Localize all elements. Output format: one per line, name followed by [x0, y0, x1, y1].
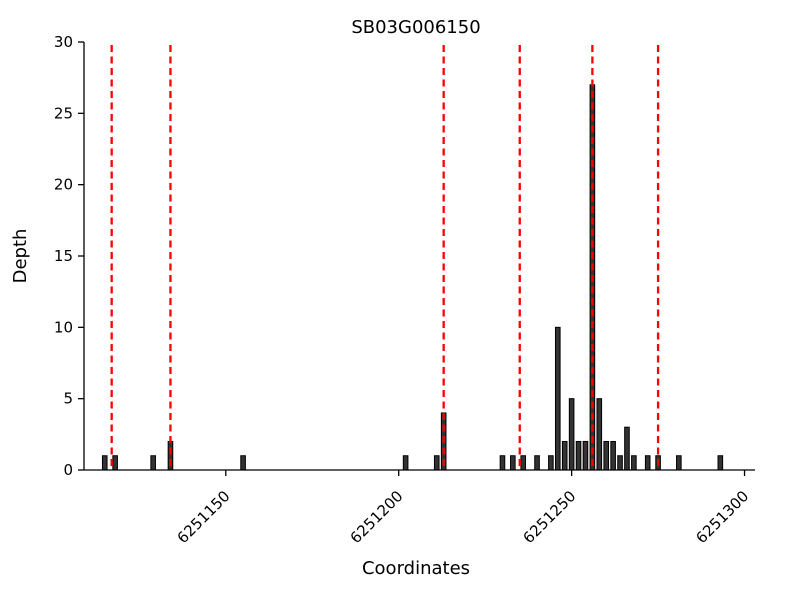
depth-bar	[617, 455, 623, 471]
x-tick-label: 6251250	[519, 487, 579, 547]
depth-bar	[631, 455, 637, 471]
y-axis-label: Depth	[10, 229, 31, 284]
y-tick-label: 5	[63, 390, 73, 408]
depth-bar	[596, 398, 603, 471]
depth-bar	[402, 455, 409, 471]
axes-group: 0 5 10 15 20 25 30 6251150 6251200 6251250 6251300	[54, 33, 755, 547]
y-tick-label: 0	[63, 461, 73, 479]
depth-bar	[499, 455, 506, 471]
depth-bar	[548, 455, 554, 471]
x-axis-label: Coordinates	[362, 558, 470, 579]
depth-bar	[554, 326, 561, 471]
depth-bar	[575, 440, 582, 471]
depth-bar	[568, 398, 575, 471]
depth-bar	[644, 455, 651, 471]
depth-bar	[101, 455, 108, 471]
depth-bars-group	[101, 84, 724, 471]
x-tick-label: 6251200	[347, 487, 407, 547]
y-tick-label: 25	[54, 104, 73, 122]
depth-bar	[433, 455, 440, 471]
depth-bar	[624, 426, 630, 471]
x-tick-label: 6251150	[174, 487, 234, 547]
chart-title: SB03G006150	[351, 17, 480, 38]
depth-bar	[510, 455, 516, 471]
depth-bar	[520, 455, 527, 471]
x-tick-label: 6251300	[692, 487, 752, 547]
depth-bar	[676, 455, 682, 471]
depth-bar	[150, 455, 156, 471]
y-tick-label: 30	[54, 33, 73, 51]
depth-bar	[717, 455, 724, 471]
depth-bar	[240, 455, 246, 471]
depth-bar	[610, 440, 616, 471]
depth-bar	[534, 455, 540, 471]
depth-bar	[582, 440, 589, 471]
y-tick-label: 15	[54, 247, 73, 265]
y-tick-label: 10	[54, 318, 73, 336]
y-tick-label: 20	[54, 176, 73, 194]
depth-bar	[112, 455, 118, 471]
boundary-vlines-group	[110, 45, 660, 470]
depth-bar	[603, 440, 610, 471]
depth-bar	[561, 440, 568, 471]
